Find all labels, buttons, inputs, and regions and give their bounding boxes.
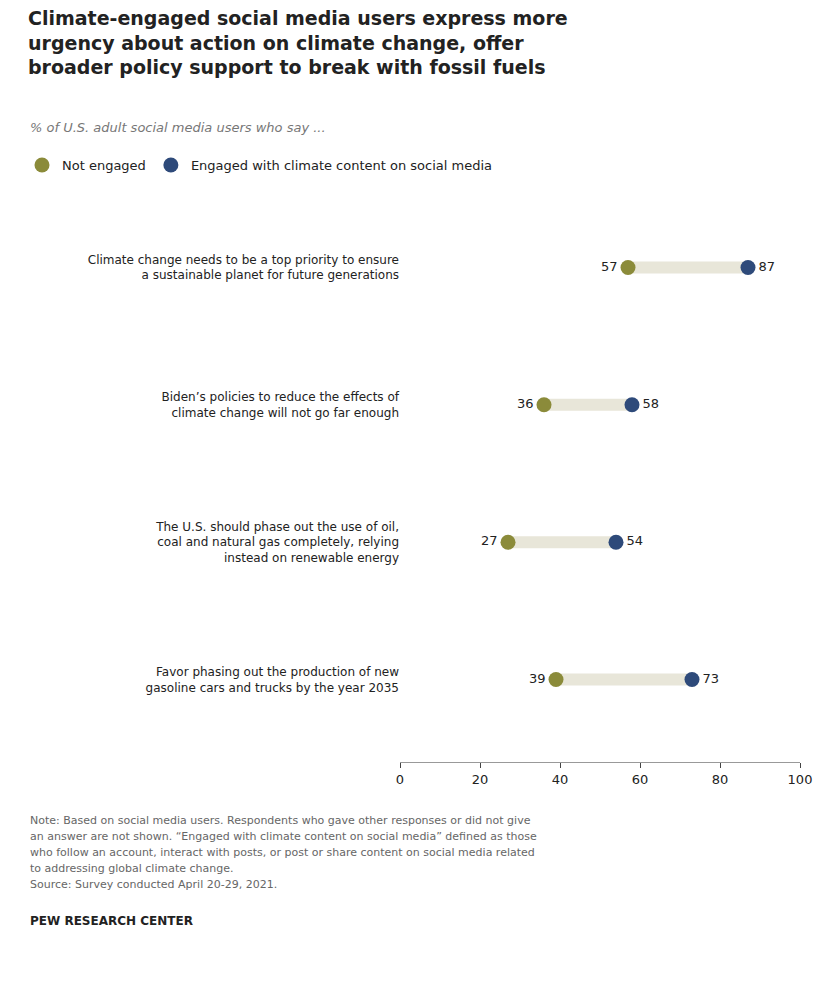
svg-text:Climate-engaged social media u: Climate-engaged social media users expre… [28,7,568,78]
svg-text:58: 58 [642,396,659,411]
svg-text:to addressing global climate c: to addressing global climate change. [30,862,233,875]
svg-text:36: 36 [517,396,534,411]
svg-text:80: 80 [712,772,729,787]
svg-text:Engaged with climate content o: Engaged with climate content on social m… [191,158,492,173]
svg-text:Note: Based on social media us: Note: Based on social media users. Respo… [30,814,531,827]
svg-text:Favor phasing out the producti: Favor phasing out the production of newg… [146,665,400,695]
svg-text:% of U.S. adult social media u: % of U.S. adult social media users who s… [30,120,326,135]
svg-text:an answer are not shown. “Enga: an answer are not shown. “Engaged with c… [30,830,537,843]
svg-text:87: 87 [758,259,775,274]
svg-text:Climate change needs to be a t: Climate change needs to be a top priorit… [88,253,399,283]
svg-text:0: 0 [396,772,404,787]
svg-text:The U.S. should phase out the: The U.S. should phase out the use of oil… [155,520,399,565]
svg-text:57: 57 [601,259,618,274]
svg-text:Biden’s policies to reduce the: Biden’s policies to reduce the effects o… [162,390,400,420]
svg-text:60: 60 [632,772,649,787]
svg-text:54: 54 [626,533,643,548]
svg-text:Source: Survey conducted April: Source: Survey conducted April 20-29, 20… [30,878,277,891]
svg-text:39: 39 [529,671,546,686]
svg-text:20: 20 [472,772,489,787]
svg-text:PEW RESEARCH CENTER: PEW RESEARCH CENTER [30,914,193,928]
svg-text:Not engaged: Not engaged [62,158,146,173]
svg-text:who follow an account, interac: who follow an account, interact with pos… [30,846,535,859]
svg-text:40: 40 [552,772,569,787]
svg-text:100: 100 [788,772,813,787]
svg-text:73: 73 [702,671,719,686]
svg-text:27: 27 [481,533,498,548]
